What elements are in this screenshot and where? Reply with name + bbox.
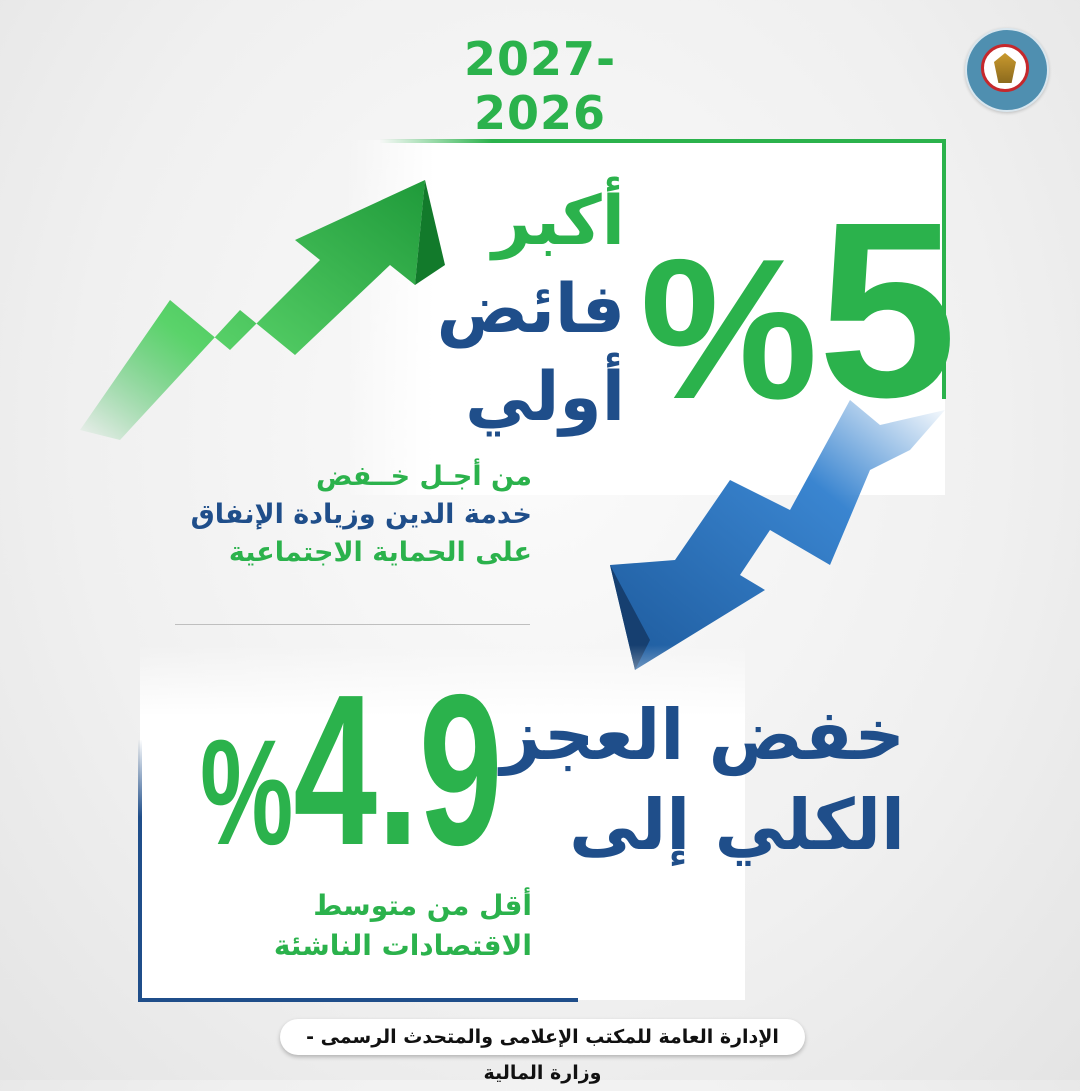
eagle-emblem-icon: [994, 53, 1016, 83]
section-divider: [175, 624, 530, 625]
ministry-of-finance-logo: [965, 28, 1049, 112]
surplus-title-line: أولي: [465, 358, 625, 437]
surplus-panel-border: [380, 139, 946, 399]
deficit-figure: % 4.9: [200, 662, 503, 877]
deficit-desc-line: الاقتصادات الناشئة: [273, 929, 532, 962]
surplus-description: من أجـل خــفض خدمة الدين وزيادة الإنفاق …: [191, 458, 532, 572]
surplus-value: 5: [817, 170, 957, 449]
surplus-title: أكبر فائض أولي: [437, 178, 625, 442]
deficit-title-line: الكلي إلى: [569, 784, 905, 866]
deficit-panel-border: [138, 740, 578, 1002]
deficit-description: أقل من متوسط الاقتصادات الناشئة: [274, 886, 532, 966]
deficit-percent-symbol: %: [200, 708, 294, 876]
footer-credit: الإدارة العامة للمكتب الإعلامى والمتحدث …: [280, 1019, 805, 1084]
surplus-figure: % 5: [640, 185, 957, 435]
surplus-desc-line: على الحماية الاجتماعية: [228, 537, 532, 568]
arrow-up-trend-icon: [80, 180, 445, 440]
surplus-desc-line: من أجـل خــفض: [315, 461, 532, 492]
surplus-title-line: أكبر: [492, 182, 625, 261]
deficit-title-line: خفض العجز: [500, 694, 905, 776]
deficit-title: خفض العجز الكلي إلى: [501, 690, 905, 870]
surplus-desc-line: خدمة الدين وزيادة الإنفاق: [190, 499, 532, 530]
years-title: 2027-2026: [463, 32, 617, 140]
surplus-percent-symbol: %: [640, 218, 818, 441]
deficit-value: 4.9: [293, 649, 503, 890]
deficit-desc-line: أقل من متوسط: [313, 889, 532, 922]
surplus-title-line: فائض: [436, 270, 625, 349]
arrow-down-trend-icon: [610, 400, 945, 670]
